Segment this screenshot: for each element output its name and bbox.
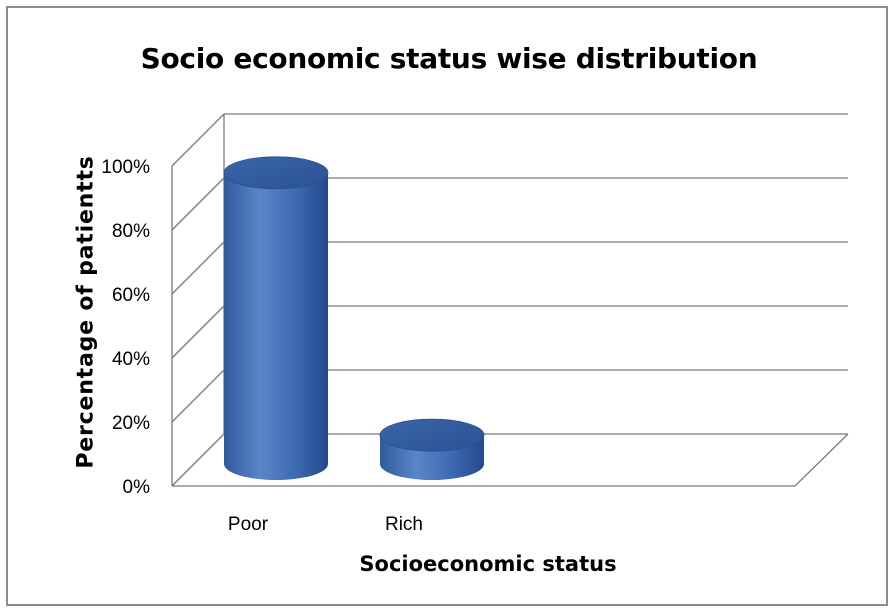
x-tick-label: Poor: [228, 514, 269, 535]
bar-top: [223, 156, 329, 190]
gridline-side: [171, 113, 225, 167]
gridline-side: [171, 433, 225, 487]
y-tick-label: 80%: [112, 221, 150, 242]
x-axis-label: Socioeconomic status: [359, 552, 617, 576]
y-axis-label: Percentage of patientts: [73, 155, 99, 469]
y-tick-label: 20%: [112, 413, 150, 434]
floor-outline: [172, 433, 849, 487]
x-tick-label: Rich: [385, 514, 423, 535]
bar-poor: [223, 156, 329, 481]
y-tick-label: 60%: [112, 285, 150, 306]
bar-body: [224, 172, 328, 481]
y-tick-label: 0%: [123, 477, 151, 498]
y-tick-label: 100%: [101, 157, 150, 178]
bar-top: [379, 418, 485, 452]
gridline-side: [171, 369, 225, 423]
gridline-side: [171, 241, 225, 295]
gridline-side: [171, 177, 225, 231]
gridline-side: [171, 305, 225, 359]
bar-rich: [379, 418, 485, 480]
chart-title: Socio economic status wise distribution: [140, 42, 758, 75]
y-tick-label: 40%: [112, 349, 150, 370]
